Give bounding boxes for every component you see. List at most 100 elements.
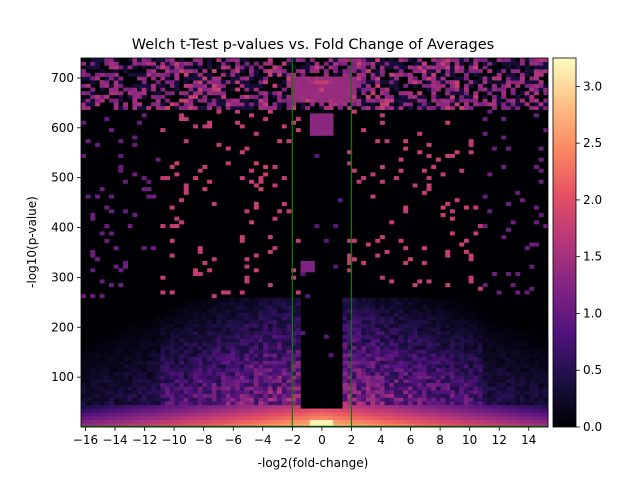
heatmap-cell xyxy=(491,360,497,365)
heatmap-cell xyxy=(421,356,427,361)
heatmap-cell xyxy=(295,94,301,99)
heatmap-cell xyxy=(281,301,287,306)
heatmap-cell xyxy=(305,76,311,81)
heatmap-cell xyxy=(295,367,301,372)
heatmap-cell xyxy=(454,349,460,354)
heatmap-cell xyxy=(221,319,227,324)
heatmap-cell xyxy=(155,367,161,372)
heatmap-cell xyxy=(477,419,483,424)
heatmap-cell xyxy=(468,142,474,147)
heatmap-cell xyxy=(370,412,376,417)
heatmap-cell xyxy=(487,349,493,354)
heatmap-cell xyxy=(347,105,353,110)
heatmap-cell xyxy=(90,349,96,354)
heatmap-cell xyxy=(538,386,544,391)
heatmap-cell xyxy=(109,342,114,347)
heatmap-cell xyxy=(239,360,245,365)
heatmap-cell xyxy=(267,297,273,302)
heatmap-cell xyxy=(272,412,278,417)
heatmap-cell xyxy=(361,386,367,391)
heatmap-cell xyxy=(249,72,255,77)
heatmap-cell xyxy=(253,338,259,343)
heatmap-cell xyxy=(258,393,264,398)
heatmap-cell xyxy=(351,102,357,107)
heatmap-cell xyxy=(403,91,409,96)
heatmap-cell xyxy=(365,94,371,99)
heatmap-cell xyxy=(137,353,143,358)
heatmap-cell xyxy=(151,390,157,395)
heatmap-cell xyxy=(445,401,451,406)
heatmap-cell xyxy=(123,401,128,406)
heatmap-cell xyxy=(300,72,306,77)
heatmap-cell xyxy=(384,301,390,306)
heatmap-cell xyxy=(333,412,339,417)
heatmap-cell xyxy=(445,342,451,347)
heatmap-cell xyxy=(379,408,385,413)
heatmap-cell xyxy=(263,61,269,66)
heatmap-cell xyxy=(482,349,488,354)
heatmap-cell xyxy=(244,345,250,350)
heatmap-cell xyxy=(463,367,469,372)
heatmap-cell xyxy=(440,408,446,413)
heatmap-cell xyxy=(151,360,157,365)
heatmap-cell xyxy=(169,308,175,313)
heatmap-cell xyxy=(132,382,138,387)
heatmap-cell xyxy=(347,76,353,81)
heatmap-cell xyxy=(141,87,147,92)
heatmap-cell xyxy=(431,98,437,103)
heatmap-cell xyxy=(459,168,465,173)
heatmap-cell xyxy=(407,360,413,365)
heatmap-cell xyxy=(211,297,217,302)
heatmap-cell xyxy=(403,397,409,402)
heatmap-cell xyxy=(445,393,451,398)
heatmap-cell xyxy=(473,72,479,77)
heatmap-cell xyxy=(235,105,241,110)
heatmap-cell xyxy=(393,423,399,428)
heatmap-cell xyxy=(445,390,451,395)
heatmap-cell xyxy=(529,83,535,88)
heatmap-cell xyxy=(202,331,208,336)
heatmap-cell xyxy=(342,371,348,376)
heatmap-cell xyxy=(351,382,357,387)
heatmap-cell xyxy=(127,367,133,372)
heatmap-cell xyxy=(505,227,511,232)
heatmap-cell xyxy=(403,312,409,317)
heatmap-cell xyxy=(85,76,91,81)
heatmap-cell xyxy=(179,412,185,417)
heatmap-cell xyxy=(314,65,320,70)
heatmap-cell xyxy=(169,379,175,384)
heatmap-cell xyxy=(113,83,119,88)
heatmap-cell xyxy=(477,323,483,328)
heatmap-cell xyxy=(277,94,283,99)
heatmap-cell xyxy=(435,94,441,99)
heatmap-cell xyxy=(267,305,273,310)
heatmap-cell xyxy=(230,360,236,365)
heatmap-cell xyxy=(197,345,203,350)
heatmap-cell xyxy=(356,94,362,99)
heatmap-cell xyxy=(398,423,404,428)
heatmap-cell xyxy=(81,412,86,417)
heatmap-cell xyxy=(314,120,320,125)
heatmap-cell xyxy=(482,316,488,321)
heatmap-cell xyxy=(216,342,222,347)
heatmap-cell xyxy=(267,390,273,395)
heatmap-cell xyxy=(487,360,493,365)
heatmap-cell xyxy=(123,345,128,350)
heatmap-cell xyxy=(501,379,507,384)
heatmap-cell xyxy=(211,257,217,262)
heatmap-cell xyxy=(253,375,259,380)
heatmap-cell xyxy=(501,83,507,88)
heatmap-cell xyxy=(258,379,264,384)
heatmap-cell xyxy=(281,338,287,343)
heatmap-cell xyxy=(445,72,451,77)
heatmap-cell xyxy=(501,367,507,372)
heatmap-cell xyxy=(477,386,483,391)
heatmap-cell xyxy=(141,76,147,81)
heatmap-cell xyxy=(403,412,409,417)
heatmap-cell xyxy=(351,423,357,428)
heatmap-cell xyxy=(524,342,530,347)
heatmap-cell xyxy=(197,349,203,354)
heatmap-cell xyxy=(249,408,255,413)
heatmap-cell xyxy=(165,356,171,361)
heatmap-cell xyxy=(211,331,217,336)
